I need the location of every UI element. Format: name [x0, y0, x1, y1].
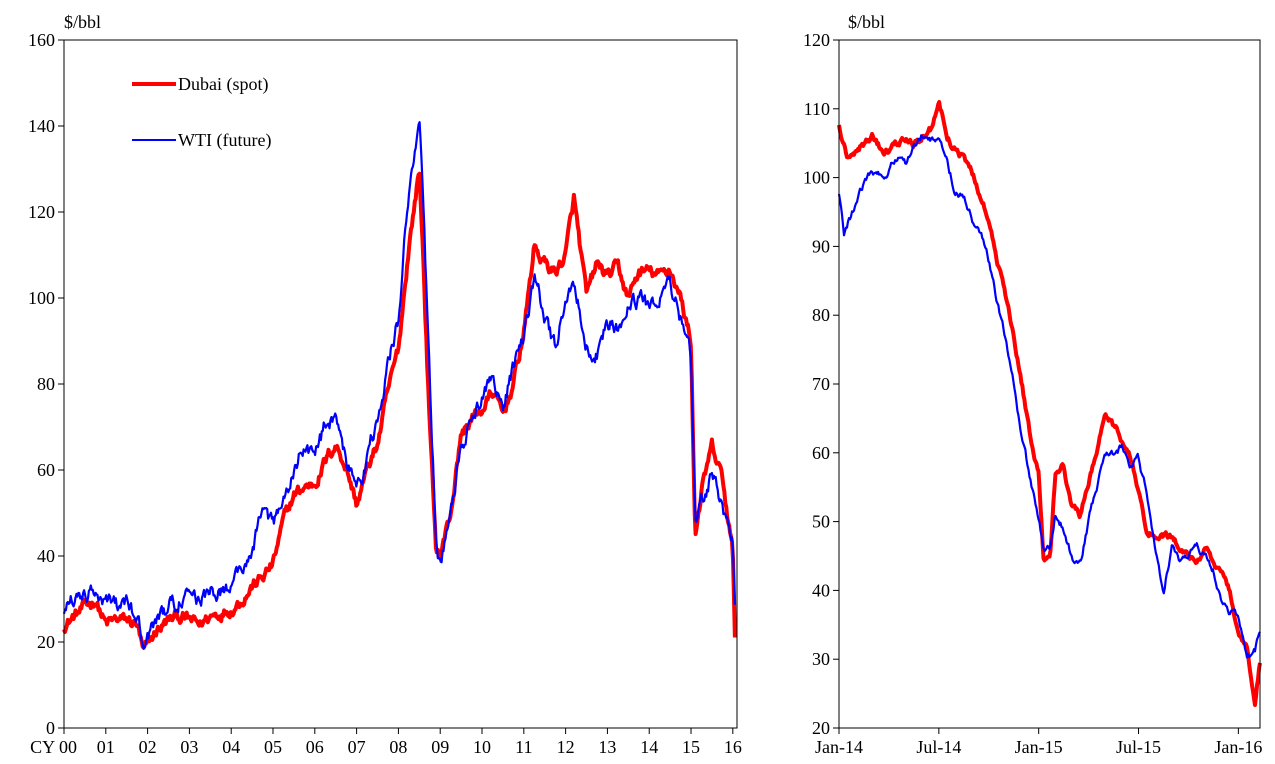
legend: Dubai (spot) WTI (future)	[132, 74, 271, 151]
y-tick-label: 100	[28, 288, 55, 308]
right-series-line-wti	[837, 134, 1261, 659]
y-tick-label: 40	[37, 546, 55, 566]
y-tick-label: 140	[28, 116, 55, 136]
x-tick-label: 16	[724, 737, 742, 757]
y-tick-label: 80	[812, 305, 830, 325]
y-tick-label: 120	[803, 30, 830, 50]
y-tick-label: 0	[46, 718, 55, 738]
x-tick-label: 03	[180, 737, 198, 757]
y-tick-label: 60	[37, 460, 55, 480]
left-series-line-wti	[62, 121, 736, 650]
right-plot-frame	[838, 39, 1261, 729]
x-tick-label: 09	[431, 737, 449, 757]
x-tick-label: 14	[640, 737, 658, 757]
x-tick-label: Jul-14	[916, 737, 961, 757]
right-chart: $/bbl 20 30 40 50 60 70 80 90 100 110 120 Jan-14 Ju…	[803, 12, 1262, 757]
x-tick-label: 01	[97, 737, 115, 757]
y-tick-label: 70	[812, 374, 830, 394]
left-y-unit-label: $/bbl	[64, 12, 101, 32]
right-series-group	[837, 100, 1262, 707]
y-tick-label: 160	[28, 30, 55, 50]
y-tick-label: 90	[812, 236, 830, 256]
left-series-group	[62, 121, 737, 650]
x-tick-label: 08	[389, 737, 407, 757]
x-tick-label: Jul-15	[1116, 737, 1161, 757]
x-tick-label: 13	[598, 737, 616, 757]
x-tick-label: 06	[306, 737, 324, 757]
right-x-axis: Jan-14 Jul-14 Jan-15 Jul-15 Jan-16	[815, 728, 1262, 757]
x-tick-label: Jan-16	[1214, 737, 1262, 757]
left-series-line-dubai	[62, 171, 737, 650]
legend-label-dubai: Dubai (spot)	[178, 74, 268, 95]
x-tick-label: 05	[264, 737, 282, 757]
y-tick-label: 50	[812, 512, 830, 532]
x-tick-label: 10	[473, 737, 491, 757]
x-tick-label: 12	[557, 737, 575, 757]
legend-label-wti: WTI (future)	[178, 130, 271, 151]
x-tick-label: Jan-14	[815, 737, 863, 757]
x-tick-label: 11	[515, 737, 532, 757]
y-tick-label: 100	[803, 168, 830, 188]
x-tick-label: 02	[139, 737, 157, 757]
right-series-line-dubai	[837, 100, 1262, 707]
y-tick-label: 30	[812, 649, 830, 669]
left-x-axis: CY 00 01 02 03 04 05 06 07 08 09 10 11 12 13 14 15 16	[30, 728, 742, 757]
y-tick-label: 20	[37, 632, 55, 652]
y-tick-label: 60	[812, 443, 830, 463]
y-tick-label: 20	[812, 718, 830, 738]
y-tick-label: 80	[37, 374, 55, 394]
left-y-axis: 0 20 40 60 80 100 120 140 160	[28, 30, 64, 738]
x-tick-label: Jan-15	[1015, 737, 1063, 757]
x-tick-label: 04	[222, 737, 240, 757]
y-tick-label: 40	[812, 580, 830, 600]
y-tick-label: 120	[28, 202, 55, 222]
x-tick-label: 07	[348, 737, 366, 757]
left-chart: $/bbl 0 20 40 60 80 100 120 140 160 CY 00 01 02 03 0…	[28, 12, 742, 757]
x-tick-label: 15	[682, 737, 700, 757]
right-y-unit-label: $/bbl	[848, 12, 885, 32]
x-tick-label: CY 00	[30, 737, 77, 757]
y-tick-label: 110	[804, 99, 830, 119]
right-y-axis: 20 30 40 50 60 70 80 90 100 110 120	[803, 30, 839, 738]
